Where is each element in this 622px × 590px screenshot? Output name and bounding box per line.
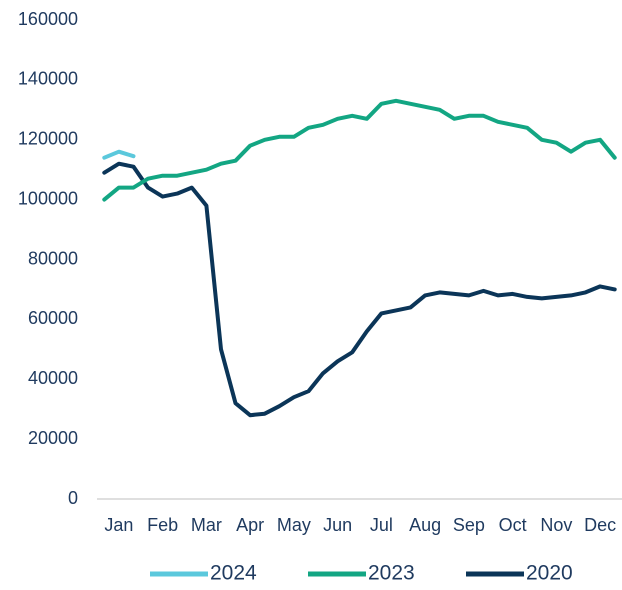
x-tick-label: Dec <box>584 515 616 535</box>
x-tick-label: Sep <box>453 515 485 535</box>
legend-label: 2020 <box>526 562 573 585</box>
x-tick-label: Oct <box>499 515 527 535</box>
y-tick-label: 120000 <box>18 129 78 149</box>
x-tick-label: Apr <box>236 515 264 535</box>
y-tick-label: 80000 <box>28 248 78 268</box>
x-tick-label: Jun <box>323 515 352 535</box>
legend-label: 2023 <box>368 562 415 585</box>
legend-label: 2024 <box>210 562 257 585</box>
x-tick-label: Jan <box>104 515 133 535</box>
y-tick-label: 20000 <box>28 428 78 448</box>
x-tick-label: Jul <box>370 515 393 535</box>
x-tick-label: Mar <box>191 515 222 535</box>
x-tick-label: Feb <box>147 515 178 535</box>
y-tick-label: 160000 <box>18 9 78 29</box>
x-tick-label: May <box>277 515 311 535</box>
line-series <box>102 98 617 202</box>
y-tick-label: 140000 <box>18 69 78 89</box>
x-tick-label: Aug <box>409 515 441 535</box>
x-tick-label: Nov <box>540 515 572 535</box>
y-tick-label: 40000 <box>28 368 78 388</box>
y-tick-label: 100000 <box>18 188 78 208</box>
y-tick-label: 60000 <box>28 308 78 328</box>
y-tick-label: 0 <box>68 488 78 508</box>
line-series <box>102 149 136 160</box>
line-series <box>102 161 617 418</box>
